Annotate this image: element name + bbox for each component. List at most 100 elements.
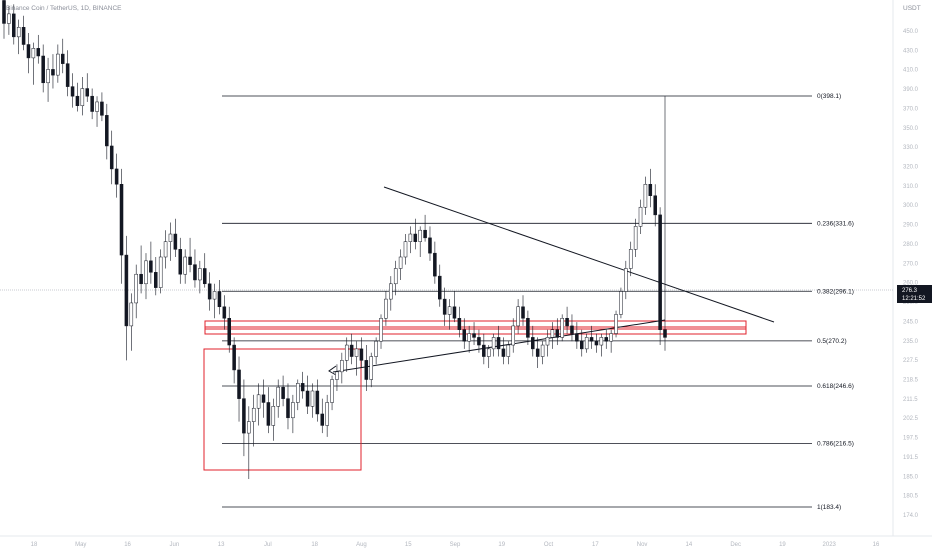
candle-body-down bbox=[594, 340, 599, 346]
candle bbox=[158, 249, 163, 294]
candle bbox=[398, 249, 403, 280]
time-tick-label: May bbox=[75, 542, 86, 548]
candle bbox=[579, 329, 584, 357]
candle bbox=[271, 398, 276, 441]
candle bbox=[300, 371, 305, 399]
price-tick-label: 197.5 bbox=[903, 436, 919, 442]
candle-body-up bbox=[516, 306, 520, 327]
candle bbox=[90, 88, 94, 120]
candle-body-up bbox=[633, 226, 638, 250]
support-zone-upper-box[interactable] bbox=[204, 320, 747, 330]
candle-body-up bbox=[134, 273, 138, 304]
time-tick-label: 18 bbox=[311, 542, 318, 548]
candle-body-up bbox=[330, 379, 334, 403]
candle bbox=[609, 329, 613, 353]
candle-body-down bbox=[124, 254, 129, 327]
candle bbox=[325, 394, 329, 437]
candle-body-up bbox=[418, 229, 422, 242]
candle-body-up bbox=[271, 406, 276, 426]
candle bbox=[540, 341, 545, 365]
candle bbox=[526, 310, 530, 346]
candle-body-down bbox=[452, 306, 457, 319]
candle bbox=[643, 176, 648, 215]
currency-label: USDT bbox=[903, 5, 921, 12]
candle bbox=[389, 276, 393, 311]
candle-body-up bbox=[354, 348, 359, 357]
descending-trendline[interactable] bbox=[383, 186, 775, 323]
candle-body-down bbox=[521, 306, 525, 319]
fibonacci-retracement[interactable]: 0(398.1) 0.236(331.6) 0.382(296.1) 0.5(270.… bbox=[222, 93, 854, 511]
candle-body-up bbox=[340, 360, 344, 373]
demand-zone-box[interactable] bbox=[203, 348, 362, 471]
candle bbox=[570, 314, 574, 342]
candle bbox=[575, 322, 579, 349]
candle bbox=[21, 15, 26, 51]
candle-body-up bbox=[129, 302, 134, 327]
candle bbox=[12, 4, 16, 45]
candle-body-down bbox=[242, 398, 246, 434]
price-axis[interactable]: 450.0 430.0 410.0 390.0 370.0 350.0 330.0 320.0… bbox=[903, 29, 919, 519]
candle bbox=[80, 77, 85, 116]
candle-body-up bbox=[398, 256, 403, 269]
candle-body-down bbox=[589, 337, 594, 342]
fib-level-label: 0.5(270.2) bbox=[817, 338, 847, 345]
candle bbox=[207, 272, 212, 311]
candle-body-down bbox=[193, 264, 197, 281]
candle-body-up bbox=[643, 183, 648, 208]
time-tick-label: Dec bbox=[730, 542, 741, 548]
candle-body-down bbox=[227, 318, 231, 346]
candle-body-down bbox=[100, 101, 104, 116]
candle bbox=[242, 379, 246, 457]
price-tick-label: 211.5 bbox=[903, 397, 918, 403]
candle bbox=[305, 375, 310, 414]
candle-body-down bbox=[648, 183, 653, 196]
candle-body-up bbox=[624, 268, 628, 292]
candle bbox=[550, 322, 555, 349]
candle-body-up bbox=[16, 27, 21, 38]
candle-body-up bbox=[560, 318, 564, 338]
candle-body-down bbox=[65, 63, 70, 87]
candle-body-up bbox=[467, 333, 471, 342]
candle-body-down bbox=[202, 268, 207, 285]
candle bbox=[310, 383, 315, 418]
candle-body-up bbox=[584, 337, 589, 350]
chart-title: Binance Coin / TetherUS, 1D, BINANCE bbox=[6, 5, 122, 12]
candle bbox=[251, 394, 256, 447]
candle-body-up bbox=[251, 407, 256, 422]
candle bbox=[188, 237, 192, 273]
candle-body-down bbox=[75, 95, 80, 107]
candle bbox=[256, 383, 261, 426]
candle bbox=[462, 318, 467, 349]
candle bbox=[144, 253, 148, 300]
candle bbox=[555, 318, 560, 346]
candle-body-down bbox=[433, 252, 437, 277]
candle bbox=[247, 406, 251, 480]
candle bbox=[344, 337, 349, 372]
candle bbox=[51, 54, 55, 89]
price-tick-label: 290.0 bbox=[903, 223, 919, 229]
candle bbox=[70, 73, 75, 108]
candle bbox=[56, 44, 60, 83]
candle-body-down bbox=[36, 48, 41, 57]
time-tick-label: 19 bbox=[779, 542, 786, 548]
price-tick-label: 245.0 bbox=[903, 319, 919, 325]
candle-body-up bbox=[158, 256, 163, 288]
price-tick-label: 180.5 bbox=[903, 494, 919, 500]
candle-body-up bbox=[46, 69, 50, 84]
candle bbox=[46, 57, 50, 102]
price-tick-label: 191.5 bbox=[903, 455, 919, 461]
candle bbox=[114, 153, 119, 198]
candle-body-down bbox=[105, 115, 109, 147]
candle bbox=[403, 234, 408, 265]
candle-body-down bbox=[2, 0, 6, 24]
time-tick-label: 2023 bbox=[823, 542, 837, 548]
candle-body-up bbox=[619, 291, 623, 315]
candle bbox=[291, 394, 295, 434]
time-axis[interactable]: 18 May 16 Jun 13 Jul 18 Aug 15 Sep 19 Oct 17 Nov 14 Dec… bbox=[31, 542, 880, 548]
candle bbox=[281, 375, 285, 407]
candle bbox=[447, 299, 452, 330]
candle bbox=[354, 341, 359, 376]
candle bbox=[198, 260, 202, 294]
price-tick-label: 370.0 bbox=[903, 106, 919, 112]
